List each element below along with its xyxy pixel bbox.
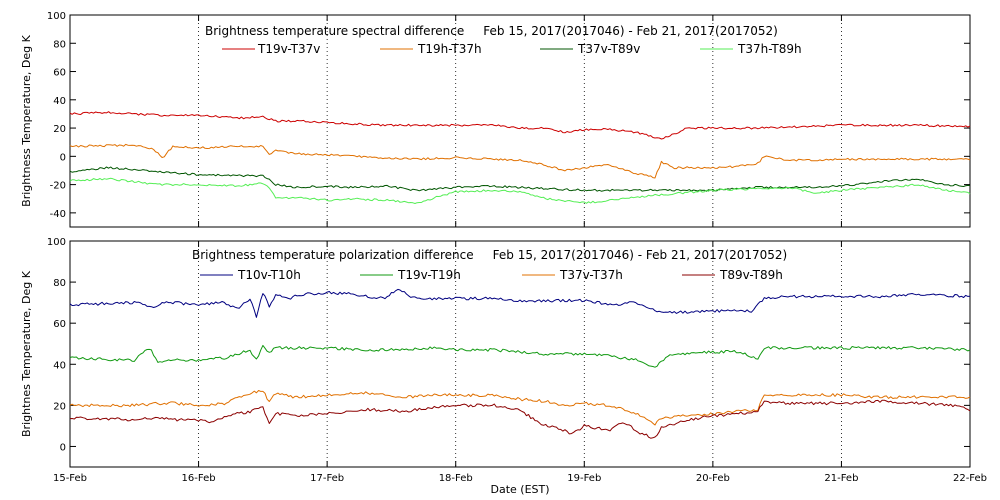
x-tick-label: 21-Feb <box>824 473 858 484</box>
series-group-top <box>69 111 971 204</box>
spectral-panel: Brightness temperature spectral differen… <box>20 11 971 228</box>
series-line-t89v-t89h <box>69 399 971 439</box>
legend-item-t19v-t19h: T19v-T19h <box>360 268 461 282</box>
chart-title-bottom: Brightness temperature polarization diff… <box>192 248 787 262</box>
series-line-t19v-t19h <box>69 344 971 368</box>
y-tick-label: 60 <box>53 68 66 79</box>
x-tick-label: 16-Feb <box>182 473 216 484</box>
series-line-t37v-t89v <box>69 166 971 192</box>
y-axis-ticks-bottom: 0 20 40 60 80 100 <box>47 237 970 453</box>
y-tick-label: -20 <box>50 181 66 192</box>
y-tick-label: 80 <box>53 39 66 50</box>
legend-label: T37h-T89h <box>737 42 802 56</box>
legend-item-t10v-t10h: T10v-T10h <box>200 268 301 282</box>
legend-item-t89v-t89h: T89v-T89h <box>682 268 783 282</box>
x-tick-label: 15-Feb <box>53 473 87 484</box>
y-tick-label: 100 <box>47 237 66 248</box>
legend-item-t19h-t37h: T19h-T37h <box>380 42 482 56</box>
legend-top: T19v-T37v T19h-T37h T37v-T89v T37h-T89h <box>222 42 802 56</box>
y-tick-label: 40 <box>53 360 66 371</box>
legend-label: T37v-T37h <box>559 268 623 282</box>
legend-label: T19v-T37v <box>257 42 320 56</box>
legend-bottom: T10v-T10h T19v-T19h T37v-T37h T89v-T89h <box>200 268 783 282</box>
x-axis-label: Date (EST) <box>490 483 549 496</box>
legend-label: T19h-T37h <box>417 42 482 56</box>
y-tick-label: 20 <box>53 401 66 412</box>
legend-label: T37v-T89v <box>577 42 640 56</box>
y-tick-label: 100 <box>47 11 66 22</box>
series-line-t37v-t37h <box>69 390 971 426</box>
y-tick-label: 0 <box>60 152 66 163</box>
y-axis-label-bottom: Brightnes Temperature, Deg K <box>20 270 33 437</box>
y-axis-label-top: Brightness Temperature, Deg K <box>20 34 33 206</box>
plot-frame-top <box>69 14 971 228</box>
series-line-t37h-t89h <box>69 177 971 204</box>
legend-item-t37h-t89h: T37h-T89h <box>700 42 802 56</box>
legend-item-t19v-t37v: T19v-T37v <box>222 42 320 56</box>
chart-title-top: Brightness temperature spectral differen… <box>205 24 778 38</box>
y-tick-label: -40 <box>50 209 66 220</box>
x-grid-top <box>69 15 971 227</box>
polarization-panel: Brightness temperature polarization diff… <box>20 237 987 496</box>
series-group-bottom <box>69 288 971 439</box>
series-line-t19h-t37h <box>69 143 971 179</box>
legend-label: T10v-T10h <box>237 268 301 282</box>
x-grid-bottom <box>69 241 971 467</box>
legend-item-t37v-t89v: T37v-T89v <box>540 42 640 56</box>
plot-frame-bottom <box>69 240 971 468</box>
y-tick-label: 0 <box>60 442 66 453</box>
y-tick-label: 20 <box>53 124 66 135</box>
x-tick-label: 22-Feb <box>953 473 987 484</box>
x-tick-label: 18-Feb <box>439 473 473 484</box>
y-axis-ticks-top: -40 -20 0 20 40 60 80 100 <box>47 11 970 220</box>
series-line-t10v-t10h <box>69 288 971 318</box>
x-tick-label: 20-Feb <box>696 473 730 484</box>
y-tick-label: 60 <box>53 319 66 330</box>
x-axis-ticks: 15-Feb 16-Feb 17-Feb 18-Feb 19-Feb 20-Feb 21-F… <box>53 473 987 484</box>
legend-item-t37v-t37h: T37v-T37h <box>522 268 623 282</box>
legend-label: T19v-T19h <box>397 268 461 282</box>
series-line-t19v-t37v <box>69 111 971 140</box>
y-tick-label: 40 <box>53 96 66 107</box>
x-tick-label: 17-Feb <box>310 473 344 484</box>
x-tick-label: 19-Feb <box>567 473 601 484</box>
y-tick-label: 80 <box>53 278 66 289</box>
legend-label: T89v-T89h <box>719 268 783 282</box>
